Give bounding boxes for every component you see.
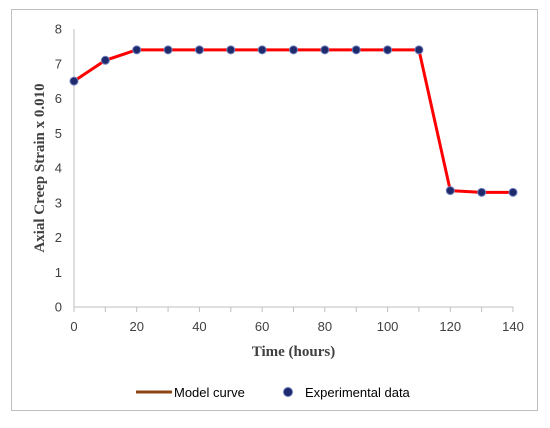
experimental-data-point (69, 76, 79, 86)
x-ticks: 0 20 40 60 80 100 120 140 (70, 307, 524, 334)
experimental-data-point (226, 45, 236, 55)
experimental-data-point (414, 45, 424, 55)
y-tick-label: 7 (55, 56, 62, 71)
x-tick-label: 0 (70, 319, 77, 334)
experimental-data-point (320, 45, 330, 55)
y-tick-label: 1 (55, 265, 62, 280)
experimental-data-point (163, 45, 173, 55)
x-tick-label: 140 (502, 319, 524, 334)
y-tick-label: 4 (55, 161, 62, 176)
experimental-data-point (132, 45, 142, 55)
y-tick-label: 0 (55, 300, 62, 315)
experimental-data-point (477, 187, 487, 197)
experimental-data-point (289, 45, 298, 55)
axes (73, 29, 513, 308)
x-tick-label: 100 (377, 319, 399, 334)
y-ticks: 0 1 2 3 4 5 6 7 8 (55, 22, 62, 315)
x-axis-title: Time (hours) (252, 344, 335, 360)
model-curve-line (73, 48, 513, 194)
x-tick-label: 60 (255, 319, 269, 334)
experimental-data-point (508, 187, 518, 197)
x-tick-label: 40 (192, 319, 206, 334)
legend-model-curve-label: Model curve (174, 385, 245, 400)
x-tick-label: 120 (439, 319, 461, 334)
series (69, 45, 518, 197)
legend-experimental-data-label: Experimental data (305, 385, 411, 400)
y-tick-label: 8 (55, 22, 62, 37)
legend: Model curve Experimental data (136, 385, 411, 400)
y-axis-title: Axial Creep Strain x 0.010 (32, 83, 48, 252)
y-tick-label: 2 (55, 230, 62, 245)
experimental-data-point (100, 55, 110, 65)
experimental-data-point (445, 186, 455, 196)
experimental-data-point (351, 45, 361, 55)
chart-frame (11, 9, 538, 411)
y-tick-label: 6 (55, 91, 62, 106)
experimental-data-point (383, 45, 393, 55)
legend-experimental-data-swatch (283, 387, 293, 397)
x-tick-label: 80 (318, 319, 332, 334)
experimental-data-point (194, 45, 204, 55)
experimental-data-point (257, 45, 267, 55)
y-tick-label: 3 (55, 195, 62, 210)
y-tick-label: 5 (55, 126, 62, 141)
x-tick-label: 20 (129, 319, 143, 334)
